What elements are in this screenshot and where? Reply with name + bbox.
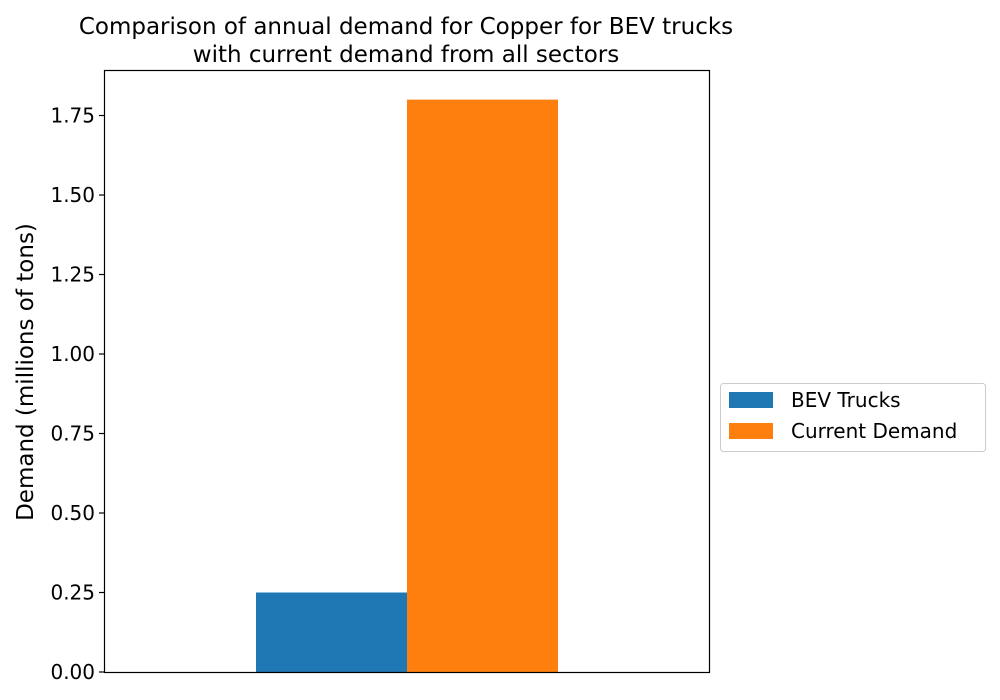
- chart-title-line-2: with current demand from all sectors: [193, 42, 619, 68]
- legend-swatch: [729, 423, 773, 439]
- y-tick-label: 0.75: [50, 422, 95, 446]
- y-tick-label: 1.75: [50, 104, 95, 128]
- chart-title-line-1: Comparison of annual demand for Copper f…: [79, 14, 733, 40]
- bar-current-demand: [407, 99, 558, 673]
- y-tick-label: 0.50: [50, 501, 95, 525]
- y-tick-label: 0.00: [50, 660, 95, 684]
- plot-frame: [103, 69, 711, 674]
- bars-group: [256, 99, 558, 673]
- y-tick-label: 0.25: [50, 581, 95, 605]
- legend: BEV Trucks Current Demand: [720, 383, 986, 452]
- legend-swatch: [729, 392, 773, 408]
- bar-bev-trucks: [256, 592, 407, 672]
- legend-label: Current Demand: [791, 419, 957, 443]
- y-axis-label: Demand (millions of tons): [13, 223, 39, 521]
- y-axis: 0.00 0.25 0.50 0.75 1.00 1.25 1.50 1.75: [50, 104, 105, 684]
- legend-label: BEV Trucks: [791, 388, 901, 412]
- y-tick-label: 1.25: [50, 263, 95, 287]
- legend-box: [720, 383, 986, 452]
- y-tick-label: 1.50: [50, 183, 95, 207]
- y-tick-label: 1.00: [50, 342, 95, 366]
